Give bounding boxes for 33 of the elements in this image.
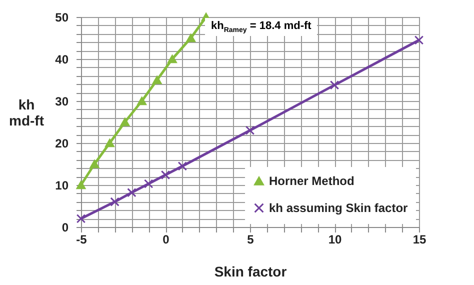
x-tick-label: 10 bbox=[328, 232, 342, 246]
point bbox=[152, 76, 162, 84]
y-tick-label: 40 bbox=[55, 52, 69, 66]
point bbox=[110, 197, 120, 206]
point bbox=[144, 179, 154, 188]
point bbox=[137, 96, 146, 106]
x-tick-label: 5 bbox=[247, 232, 254, 246]
x-tick-label: 0 bbox=[162, 232, 170, 246]
point bbox=[120, 118, 130, 126]
point bbox=[330, 80, 340, 90]
x-tick-label: -5 bbox=[76, 232, 88, 246]
y-axis-title: kh md-ft bbox=[9, 96, 44, 128]
legend-label: Horner Method bbox=[269, 174, 354, 188]
point bbox=[105, 138, 114, 148]
x-tick-label: 15 bbox=[412, 232, 426, 246]
y-tick-label: 10 bbox=[55, 178, 69, 192]
point bbox=[178, 161, 188, 171]
y-tick-label: 30 bbox=[55, 94, 69, 108]
y-tick-label: 50 bbox=[55, 10, 69, 24]
point bbox=[76, 180, 86, 190]
y-tick-label: 20 bbox=[55, 136, 69, 150]
point bbox=[414, 35, 424, 45]
point bbox=[90, 160, 100, 168]
legend-label: kh assuming Skin factor bbox=[269, 201, 408, 215]
point bbox=[127, 188, 136, 198]
point bbox=[245, 126, 255, 136]
point bbox=[186, 34, 196, 42]
point bbox=[160, 170, 170, 180]
annotation: kh$_{Ramey}$ = 18.4 md-ft bbox=[205, 18, 318, 36]
x-axis-title: Skin factor bbox=[214, 264, 288, 280]
point bbox=[168, 54, 177, 64]
point bbox=[76, 214, 86, 224]
y-tick-label: 0 bbox=[62, 220, 69, 234]
